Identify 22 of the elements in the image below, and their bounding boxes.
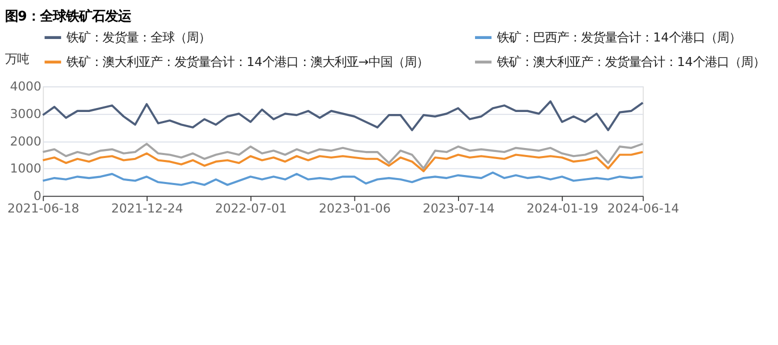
y-tick-label: 1000 — [10, 162, 42, 176]
y-tick-label: 3000 — [10, 106, 42, 121]
legend-label: 铁矿：澳大利亚产：发货量合计：14个港口（周） — [496, 54, 765, 69]
y-tick-label: 4000 — [10, 80, 42, 94]
y-tick-label: 2000 — [10, 134, 42, 148]
x-tick-label: 2024-06-14 — [607, 201, 680, 216]
line-series — [42, 100, 644, 132]
x-tick-label: 2023-01-06 — [318, 201, 391, 216]
x-tick-label: 2021-12-24 — [111, 201, 184, 216]
line-series — [42, 142, 644, 170]
line-series — [42, 172, 644, 186]
legend-label: 铁矿：巴西产：发货量合计：14个港口（周） — [496, 30, 741, 44]
x-tick-label: 2021-06-18 — [7, 201, 80, 216]
legend-label: 铁矿：澳大利亚产：发货量合计：14个港口：澳大利亚→中国（周） — [66, 54, 429, 69]
y-axis-title: 万吨 — [5, 52, 30, 66]
chart-title: 图9：全球铁矿石发运 — [4, 8, 132, 25]
x-tick-label: 2023-07-14 — [422, 201, 495, 216]
line-series — [42, 150, 644, 172]
x-tick-label: 2022-07-01 — [215, 201, 287, 216]
x-tick-label: 2024-01-19 — [526, 201, 598, 216]
y-tick-label: 0 — [34, 189, 42, 204]
legend-label: 铁矿：发货量：全球（周） — [66, 30, 211, 44]
